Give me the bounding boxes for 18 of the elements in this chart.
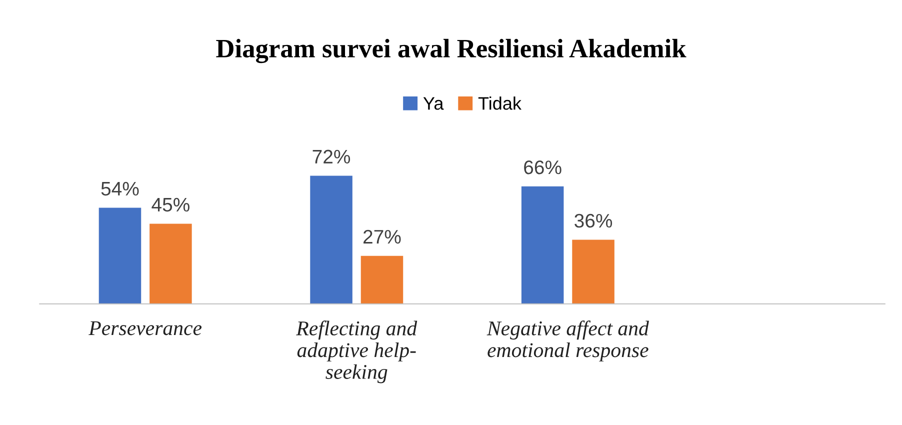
data-label: 36% [574, 214, 612, 228]
x-tick-label: Negative affect and emotional response [486, 320, 649, 362]
data-label: 27% [364, 230, 401, 244]
x-tick-label: Perseverance [88, 321, 202, 336]
legend-label: Tidak [478, 96, 522, 110]
bar [150, 224, 192, 304]
bar [572, 240, 614, 304]
data-label: 66% [524, 160, 562, 174]
x-tick-label: Reflecting and adaptive help-seeking [296, 320, 418, 384]
chart-title: Diagram survei awal Resiliensi Akademik [216, 38, 686, 64]
legend-label: Ya [423, 97, 444, 110]
data-label: 45% [152, 198, 190, 212]
bar [360, 256, 404, 304]
bar [521, 186, 564, 304]
bar [310, 176, 352, 304]
data-label: 72% [312, 150, 350, 164]
data-label: 54% [101, 182, 139, 196]
bar [98, 208, 142, 304]
